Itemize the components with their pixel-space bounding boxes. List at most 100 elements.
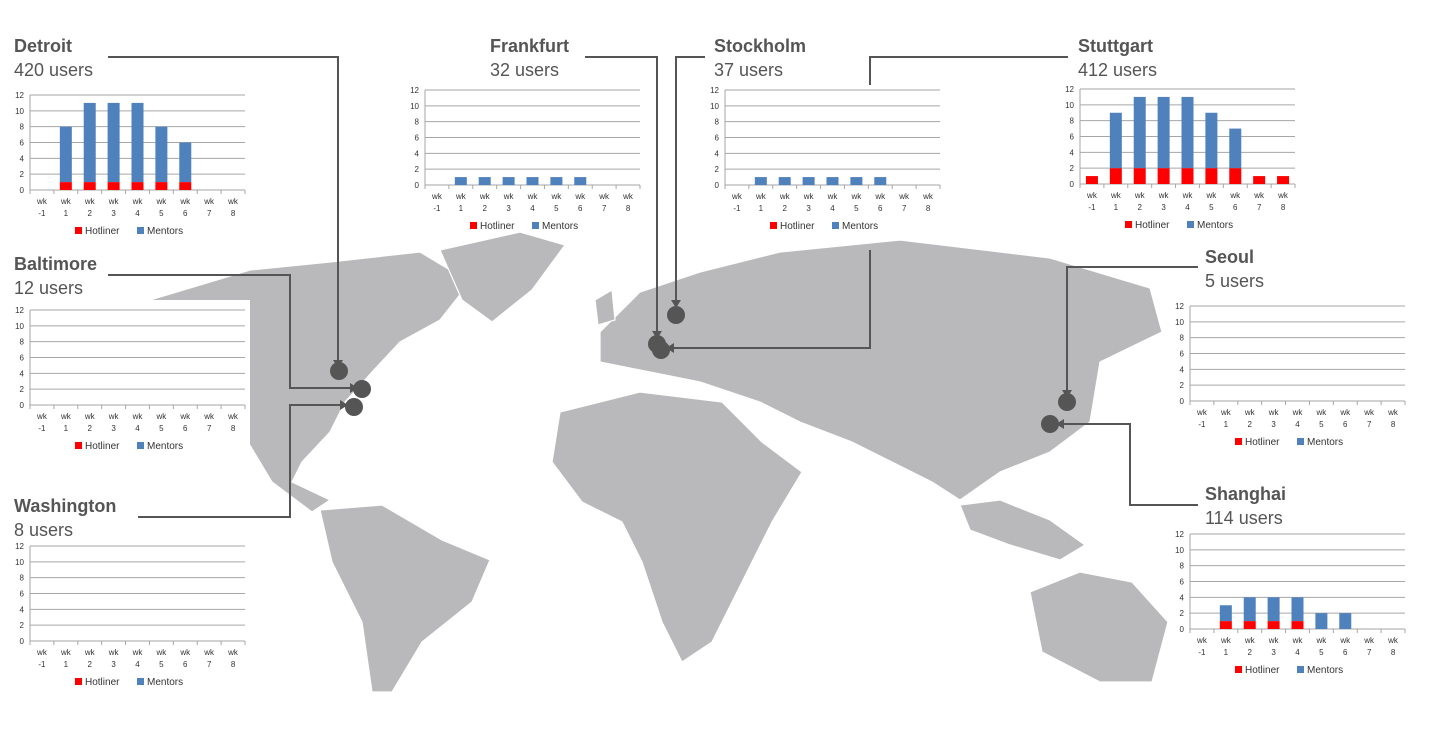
y-tick-label: 0 xyxy=(1180,397,1185,406)
x-tick-label: 5 xyxy=(1209,203,1214,212)
x-tick-label-top: wk xyxy=(60,412,72,421)
x-tick-label: 5 xyxy=(554,204,559,213)
x-tick-label: 1 xyxy=(64,660,69,669)
x-tick-label: 6 xyxy=(578,204,583,213)
y-tick-label: 4 xyxy=(715,149,720,158)
y-tick-label: 2 xyxy=(20,385,25,394)
x-tick-label-top: wk xyxy=(898,192,910,201)
x-tick-label-top: wk xyxy=(36,197,48,206)
x-tick-label: 2 xyxy=(782,204,787,213)
bar-mentors xyxy=(1205,112,1218,169)
y-tick-label: 4 xyxy=(1070,148,1075,157)
legend-swatch-hotliner xyxy=(1235,438,1242,445)
legend-swatch-hotliner xyxy=(75,227,82,234)
y-tick-label: 12 xyxy=(1175,302,1184,311)
y-tick-label: 0 xyxy=(415,181,420,190)
legend-swatch-mentors xyxy=(137,227,144,234)
x-tick-label: -1 xyxy=(1198,420,1206,429)
x-tick-label-top: wk xyxy=(1220,408,1232,417)
y-tick-label: 12 xyxy=(710,86,719,95)
x-tick-label-top: wk xyxy=(1220,636,1232,645)
legend-label: Mentors xyxy=(842,221,878,232)
x-tick-label: 1 xyxy=(64,424,69,433)
chart-seoul: 0 2 4 6 8 10 12 wk -1 wk 1 wk 2 wk 3 wk 4 wk 5 wk 6 wk 7 wk 8 Hot… xyxy=(1160,301,1406,456)
x-tick-label-top: wk xyxy=(622,192,634,201)
x-tick-label: 3 xyxy=(111,209,116,218)
y-tick-label: 12 xyxy=(410,86,419,95)
x-tick-label: 3 xyxy=(806,204,811,213)
y-tick-label: 6 xyxy=(415,134,420,143)
bar-chart-svg: 0 2 4 6 8 10 12 wk -1 wk 1 wk 2 wk 3 wk 4 wk 5 wk 6 wk 7 wk 8 Hot… xyxy=(1175,530,1406,676)
x-tick-label: 2 xyxy=(87,424,92,433)
bar-mentors xyxy=(107,102,120,183)
x-tick-label: 8 xyxy=(1391,648,1396,657)
x-tick-label-top: wk xyxy=(1277,191,1289,200)
x-tick-label: 4 xyxy=(135,660,140,669)
legend-swatch-hotliner xyxy=(75,678,82,685)
dot-stuttgart xyxy=(652,341,670,359)
y-tick-label: 10 xyxy=(1065,101,1074,110)
x-tick-label: 7 xyxy=(602,204,607,213)
x-tick-label: 4 xyxy=(830,204,835,213)
legend-label: Hotliner xyxy=(1245,437,1280,448)
connector-detroit xyxy=(108,56,339,362)
bar-mentors xyxy=(550,177,563,185)
bar-hotliner xyxy=(1243,621,1256,629)
dot-baltimore xyxy=(353,380,371,398)
x-tick-label: 2 xyxy=(87,660,92,669)
title-stuttgart: Stuttgart 412 users xyxy=(1078,34,1157,82)
x-tick-label: -1 xyxy=(38,424,46,433)
bar-mentors xyxy=(179,142,192,183)
x-tick-label-top: wk xyxy=(1387,636,1399,645)
x-tick-label-top: wk xyxy=(755,192,767,201)
bar-hotliner xyxy=(1267,621,1280,629)
dot-stockholm xyxy=(667,306,685,324)
bar-chart-svg: 0 2 4 6 8 10 12 wk -1 wk 1 wk 2 wk 3 wk 4 wk 5 wk 6 wk 7 wk 8 Hot… xyxy=(15,91,246,237)
bar-chart-svg: 0 2 4 6 8 10 12 wk -1 wk 1 wk 2 wk 3 wk 4 wk 5 wk 6 wk 7 wk 8 Hot… xyxy=(1175,302,1406,448)
x-tick-label: 4 xyxy=(135,424,140,433)
x-tick-label-top: wk xyxy=(827,192,839,201)
x-tick-label-top: wk xyxy=(574,192,586,201)
chart-baltimore: 0 2 4 6 8 10 12 wk -1 wk 1 wk 2 wk 3 wk 4 wk 5 wk 6 wk 7 wk 8 Hot… xyxy=(0,305,246,460)
x-tick-label-top: wk xyxy=(1086,191,1098,200)
x-tick-label-top: wk xyxy=(132,197,144,206)
x-tick-label-top: wk xyxy=(155,648,167,657)
user-count: 5 users xyxy=(1205,271,1265,291)
x-tick-label: 1 xyxy=(1224,420,1229,429)
legend-label: Hotliner xyxy=(85,441,120,452)
dot-washington xyxy=(345,398,363,416)
y-tick-label: 4 xyxy=(20,605,25,614)
y-tick-label: 0 xyxy=(1070,180,1075,189)
chart-stuttgart: 0 2 4 6 8 10 12 wk -1 wk 1 wk 2 wk 3 wk 4 wk 5 wk 6 wk 7 wk 8 Hot… xyxy=(1050,84,1296,239)
x-tick-label-top: wk xyxy=(455,192,467,201)
legend-swatch-mentors xyxy=(137,678,144,685)
city-name: Baltimore xyxy=(14,254,98,274)
x-tick-label: 4 xyxy=(1295,648,1300,657)
y-tick-label: 12 xyxy=(1065,85,1074,94)
chart-shanghai: 0 2 4 6 8 10 12 wk -1 wk 1 wk 2 wk 3 wk 4 wk 5 wk 6 wk 7 wk 8 Hot… xyxy=(1160,529,1406,684)
title-detroit: Detroit 420 users xyxy=(14,34,93,82)
x-tick-label: 5 xyxy=(1319,648,1324,657)
y-tick-label: 8 xyxy=(20,338,25,347)
x-tick-label-top: wk xyxy=(527,192,539,201)
x-tick-label: 7 xyxy=(1367,648,1372,657)
x-tick-label: 5 xyxy=(159,660,164,669)
bar-mentors xyxy=(802,177,815,185)
x-tick-label-top: wk xyxy=(1134,191,1146,200)
x-tick-label-top: wk xyxy=(1110,191,1122,200)
x-tick-label: -1 xyxy=(1088,203,1096,212)
x-tick-label-top: wk xyxy=(36,412,48,421)
connector-baltimore xyxy=(108,274,352,389)
y-tick-label: 6 xyxy=(20,354,25,363)
bar-mentors xyxy=(754,177,767,185)
legend-label: Mentors xyxy=(147,677,183,688)
y-tick-label: 12 xyxy=(15,542,24,551)
x-tick-label: 4 xyxy=(1185,203,1190,212)
bar-mentors xyxy=(826,177,839,185)
connector-washington xyxy=(138,404,342,518)
bar-mentors xyxy=(1291,597,1304,622)
x-tick-label: -1 xyxy=(733,204,741,213)
legend-label: Mentors xyxy=(1307,437,1343,448)
x-tick-label: 3 xyxy=(1271,648,1276,657)
legend-label: Hotliner xyxy=(480,221,515,232)
